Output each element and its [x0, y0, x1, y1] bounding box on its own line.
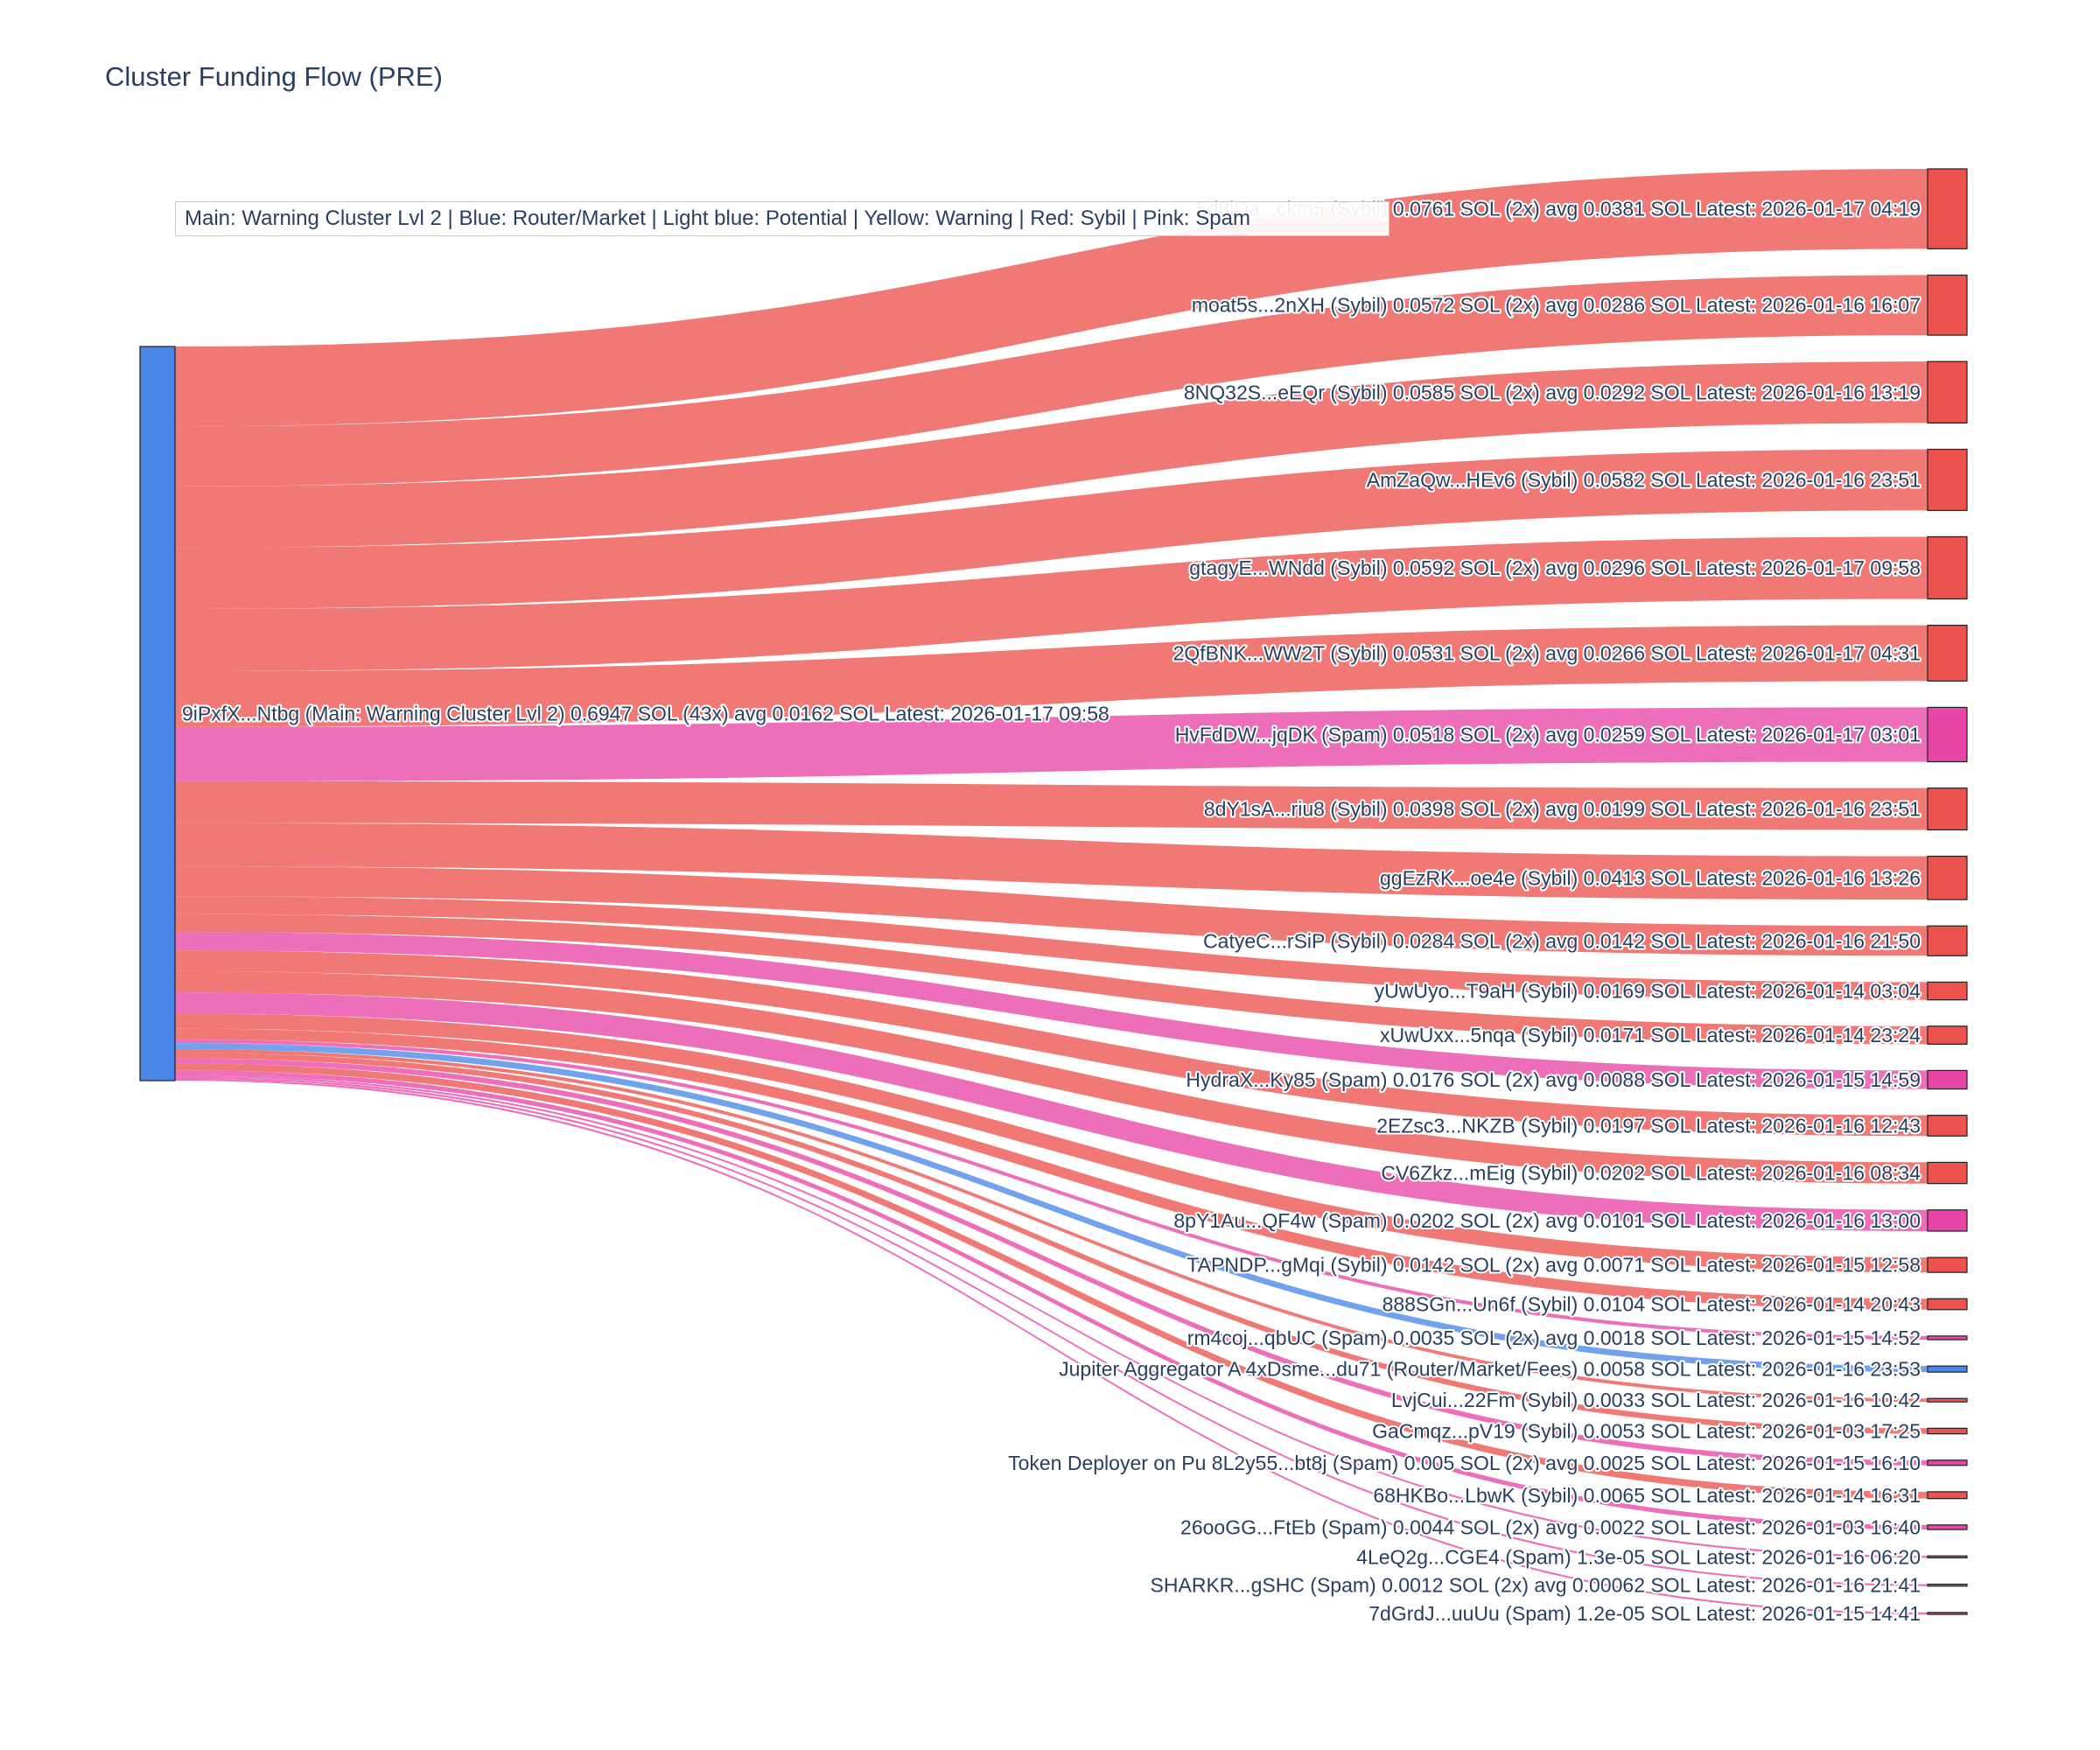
- sankey-node[interactable]: [1927, 1583, 1968, 1587]
- color-legend-text: Main: Warning Cluster Lvl 2 | Blue: Rout…: [185, 206, 1250, 230]
- sankey-node-label: AmZaQw...HEv6 (Sybil) 0.0582 SOL Latest:…: [1367, 468, 1921, 491]
- sankey-link[interactable]: [175, 1063, 1928, 1499]
- sankey-link[interactable]: [175, 970, 1928, 1184]
- sankey-link[interactable]: [175, 169, 1928, 427]
- sankey-link[interactable]: [175, 449, 1928, 609]
- sankey-node-label: SHARKR...gSHC (Spam) 0.0012 SOL (2x) avg…: [1151, 1574, 1921, 1597]
- sankey-node-label: LvjCui...22Fm (Sybil) 0.0033 SOL Latest:…: [1391, 1389, 1921, 1411]
- sankey-link[interactable]: [175, 992, 1928, 1232]
- sankey-node[interactable]: [1927, 1427, 1968, 1435]
- sankey-node-label: 7dGrdJ...uuUu (Spam) 1.2e-05 SOL Latest:…: [1368, 1602, 1921, 1625]
- sankey-link[interactable]: [175, 950, 1928, 1137]
- sankey-node[interactable]: [1927, 1397, 1968, 1403]
- sankey-link[interactable]: [175, 1049, 1928, 1403]
- sankey-link[interactable]: [175, 1053, 1928, 1434]
- sankey-node[interactable]: [1927, 168, 1968, 249]
- sankey-node-label: 2QfBNK...WW2T (Sybil) 0.0531 SOL (2x) av…: [1173, 641, 1921, 664]
- sankey-node[interactable]: [1927, 706, 1968, 763]
- sankey-node[interactable]: [1927, 855, 1968, 900]
- sankey-node-label: 68HKBo...LbwK (Sybil) 0.0065 SOL Latest:…: [1373, 1484, 1921, 1507]
- sankey-node-label: moat5s...2nXH (Sybil) 0.0572 SOL (2x) av…: [1192, 294, 1921, 317]
- sankey-link[interactable]: [175, 1043, 1928, 1373]
- sankey-node[interactable]: [1927, 1335, 1968, 1340]
- sankey-link[interactable]: [175, 1028, 1928, 1310]
- sankey-link[interactable]: [175, 932, 1928, 1089]
- sankey-node-label: 2EZsc3...NKZB (Sybil) 0.0197 SOL Latest:…: [1376, 1114, 1921, 1137]
- sankey-link[interactable]: [175, 914, 1928, 1045]
- sankey-node[interactable]: [1927, 1365, 1968, 1373]
- sankey-link[interactable]: [175, 1070, 1928, 1530]
- sankey-link[interactable]: [175, 1058, 1928, 1466]
- sankey-node[interactable]: [1927, 1115, 1968, 1137]
- sankey-node-label: xUwUxx...5nqa (Sybil) 0.0171 SOL Latest:…: [1380, 1024, 1921, 1046]
- sankey-node[interactable]: [1927, 1298, 1968, 1311]
- sankey-link[interactable]: [175, 822, 1928, 900]
- sankey-node-label: yUwUyo...T9aH (Sybil) 0.0169 SOL Latest:…: [1375, 980, 1922, 1003]
- sankey-node[interactable]: [1927, 1612, 1968, 1615]
- sankey-node-label: ggEzRK...oe4e (Sybil) 0.0413 SOL Latest:…: [1380, 866, 1921, 889]
- sankey-node-label: GaCmqz...pV19 (Sybil) 0.0053 SOL Latest:…: [1372, 1419, 1921, 1442]
- sankey-node-label: 888SGn...Un6f (Sybil) 0.0104 SOL Latest:…: [1382, 1293, 1921, 1316]
- page-title: Cluster Funding Flow (PRE): [105, 61, 443, 92]
- sankey-link[interactable]: [175, 896, 1928, 1000]
- sankey-node[interactable]: [1927, 1209, 1968, 1232]
- sankey-link[interactable]: [175, 536, 1928, 672]
- sankey-node[interactable]: [1927, 788, 1968, 831]
- sankey-node[interactable]: [1927, 1460, 1968, 1466]
- sankey-node[interactable]: [1927, 1256, 1968, 1273]
- sankey-node-label: 8pY1Au...QF4w (Spam) 0.0202 SOL (2x) avg…: [1173, 1209, 1921, 1232]
- sankey-node-label: 8NQ32S...eEQr (Sybil) 0.0585 SOL (2x) av…: [1184, 381, 1921, 403]
- sankey-node[interactable]: [1927, 1555, 1968, 1558]
- sankey-node[interactable]: [1927, 448, 1968, 511]
- sankey-node-label: Token Deployer on Pu 8L2y55...bt8j (Spam…: [1008, 1452, 1921, 1474]
- sankey-node[interactable]: [1927, 360, 1968, 424]
- sankey-node[interactable]: [1927, 1026, 1968, 1045]
- sankey-node[interactable]: [1927, 1491, 1968, 1500]
- sankey-link[interactable]: [175, 1076, 1928, 1586]
- sankey-source-label: 9iPxfX...Ntbg (Main: Warning Cluster Lvl…: [182, 703, 1110, 725]
- sankey-node-label: HvFdDW...jqDK (Spam) 0.0518 SOL (2x) avg…: [1175, 723, 1921, 746]
- sankey-node-label: HydraX...Ky85 (Spam) 0.0176 SOL (2x) avg…: [1186, 1068, 1921, 1091]
- sankey-node-label: CV6Zkz...mEig (Sybil) 0.0202 SOL Latest:…: [1381, 1162, 1921, 1185]
- sankey-node[interactable]: [1927, 536, 1968, 600]
- sankey-link[interactable]: [175, 275, 1928, 486]
- sankey-link[interactable]: [175, 707, 1928, 781]
- sankey-node-label: CatyeC...rSiP (Sybil) 0.0284 SOL (2x) av…: [1203, 929, 1921, 952]
- sankey-node-label: 8dY1sA...riu8 (Sybil) 0.0398 SOL (2x) av…: [1204, 798, 1921, 821]
- sankey-link[interactable]: [175, 1039, 1928, 1340]
- sankey-node-label: Jupiter Aggregator A 4xDsme...du71 (Rout…: [1059, 1358, 1921, 1381]
- sankey-link[interactable]: [175, 1013, 1928, 1273]
- sankey-node-label: 4LeQ2g...CGE4 (Spam) 1.3e-05 SOL Latest:…: [1356, 1545, 1921, 1568]
- sankey-node-label: rm4coj...qbUC (Spam) 0.0035 SOL (2x) avg…: [1187, 1326, 1921, 1349]
- sankey-node[interactable]: [1927, 981, 1968, 1001]
- sankey-link[interactable]: [175, 866, 1928, 956]
- sankey-link[interactable]: [175, 361, 1928, 549]
- sankey-node-label: gtagyE...WNdd (Sybil) 0.0592 SOL (2x) av…: [1189, 556, 1921, 579]
- sankey-node[interactable]: [1927, 925, 1968, 956]
- sankey-node[interactable]: [1927, 1161, 1968, 1185]
- sankey-node[interactable]: [1927, 274, 1968, 336]
- sankey-node[interactable]: [1927, 624, 1968, 682]
- sankey-node[interactable]: [1927, 1524, 1968, 1530]
- sankey-node-label: TAPNDP...gMqi (Sybil) 0.0142 SOL (2x) av…: [1186, 1254, 1921, 1277]
- sankey-source-node[interactable]: [139, 346, 176, 1082]
- color-legend-annotation: Main: Warning Cluster Lvl 2 | Blue: Rout…: [175, 201, 1390, 236]
- sankey-node-label: 26ooGG...FtEb (Spam) 0.0044 SOL (2x) avg…: [1180, 1516, 1921, 1538]
- sankey-link[interactable]: [175, 780, 1928, 830]
- sankey-link[interactable]: [175, 625, 1928, 727]
- sankey-link[interactable]: [175, 1078, 1928, 1614]
- sankey-node[interactable]: [1927, 1069, 1968, 1090]
- sankey-link[interactable]: [175, 1074, 1928, 1558]
